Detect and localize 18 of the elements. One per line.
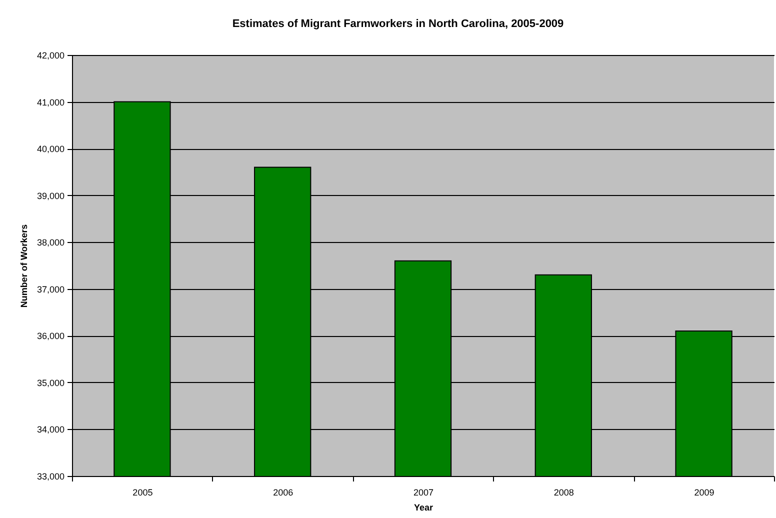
y-tick-label: 39,000 [36, 190, 64, 201]
y-tick-label: 40,000 [36, 144, 64, 154]
y-tick-label: 34,000 [36, 424, 64, 435]
y-tick-label: 41,000 [36, 97, 64, 108]
y-tick-label: 33,000 [36, 472, 64, 482]
x-tick-label: 2007 [413, 488, 434, 498]
x-tick-label: 2005 [132, 488, 153, 498]
x-tick-label: 2006 [273, 488, 294, 498]
x-tick-label: 2008 [554, 488, 574, 498]
y-axis-title: Number of Workers [18, 224, 29, 308]
y-tick-label: 42,000 [36, 50, 64, 60]
y-tick-label: 35,000 [36, 378, 64, 388]
y-tick-label: 38,000 [36, 238, 64, 248]
x-tick-label: 2009 [694, 488, 714, 498]
chart-title: Estimates of Migrant Farmworkers in North Carolina, 2005-2009 [232, 18, 564, 30]
y-tick-label: 37,000 [36, 284, 64, 294]
y-tick-label: 36,000 [36, 331, 64, 342]
x-axis-title: Year [414, 502, 434, 512]
